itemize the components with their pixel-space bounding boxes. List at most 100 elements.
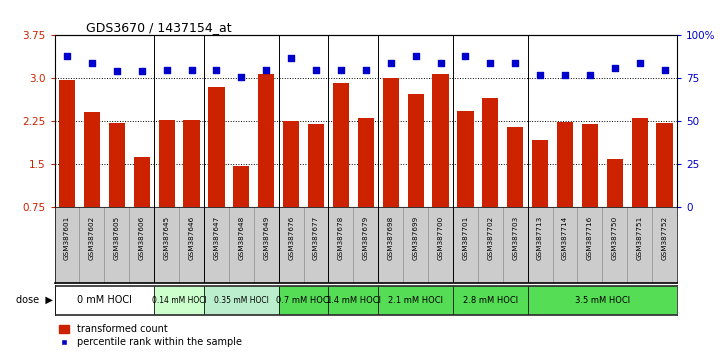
Point bbox=[609, 65, 620, 71]
Bar bbox=[557, 122, 573, 207]
FancyBboxPatch shape bbox=[428, 207, 453, 283]
FancyBboxPatch shape bbox=[328, 207, 353, 283]
Text: GSM387702: GSM387702 bbox=[487, 216, 494, 261]
FancyBboxPatch shape bbox=[403, 207, 428, 283]
FancyBboxPatch shape bbox=[577, 207, 602, 283]
Point bbox=[385, 60, 397, 66]
FancyBboxPatch shape bbox=[453, 207, 478, 283]
Bar bbox=[84, 112, 100, 207]
Bar bbox=[606, 159, 623, 207]
FancyBboxPatch shape bbox=[154, 286, 204, 314]
FancyBboxPatch shape bbox=[154, 207, 179, 283]
FancyBboxPatch shape bbox=[279, 207, 304, 283]
Text: dose  ▶: dose ▶ bbox=[17, 295, 53, 305]
FancyBboxPatch shape bbox=[55, 286, 154, 314]
Point bbox=[161, 67, 173, 73]
Point bbox=[435, 60, 446, 66]
Text: GSM387750: GSM387750 bbox=[612, 216, 618, 261]
Text: GSM387649: GSM387649 bbox=[264, 216, 269, 261]
Point bbox=[559, 72, 571, 78]
Point bbox=[335, 67, 347, 73]
Point bbox=[261, 67, 272, 73]
Bar bbox=[333, 84, 349, 207]
Text: 0.7 mM HOCl: 0.7 mM HOCl bbox=[276, 296, 331, 304]
FancyBboxPatch shape bbox=[379, 286, 453, 314]
Text: GSM387752: GSM387752 bbox=[662, 216, 668, 261]
Bar bbox=[408, 94, 424, 207]
Text: GSM387677: GSM387677 bbox=[313, 216, 319, 261]
Point bbox=[360, 67, 371, 73]
FancyBboxPatch shape bbox=[528, 207, 553, 283]
Point bbox=[285, 55, 297, 61]
Point bbox=[186, 67, 197, 73]
Point bbox=[459, 53, 471, 59]
Text: GSM387602: GSM387602 bbox=[89, 216, 95, 261]
Bar bbox=[357, 118, 374, 207]
Bar bbox=[632, 118, 648, 207]
FancyBboxPatch shape bbox=[104, 207, 130, 283]
Text: GSM387716: GSM387716 bbox=[587, 216, 593, 261]
Text: GSM387698: GSM387698 bbox=[388, 216, 394, 261]
FancyBboxPatch shape bbox=[602, 207, 628, 283]
FancyBboxPatch shape bbox=[229, 207, 254, 283]
Point bbox=[210, 67, 222, 73]
Point bbox=[659, 67, 670, 73]
FancyBboxPatch shape bbox=[503, 207, 528, 283]
Bar bbox=[283, 121, 299, 207]
Text: 0.14 mM HOCl: 0.14 mM HOCl bbox=[151, 296, 207, 304]
Bar bbox=[108, 123, 125, 207]
Text: GSM387676: GSM387676 bbox=[288, 216, 294, 261]
Text: GSM387699: GSM387699 bbox=[413, 216, 419, 261]
Point bbox=[61, 53, 73, 59]
Bar bbox=[134, 157, 150, 207]
Point bbox=[485, 60, 496, 66]
Point bbox=[634, 60, 646, 66]
Text: GSM387678: GSM387678 bbox=[338, 216, 344, 261]
Text: GSM387646: GSM387646 bbox=[189, 216, 194, 261]
Bar bbox=[582, 124, 598, 207]
Point bbox=[111, 69, 122, 74]
FancyBboxPatch shape bbox=[179, 207, 204, 283]
Text: 1.4 mM HOCl: 1.4 mM HOCl bbox=[326, 296, 381, 304]
Bar bbox=[482, 98, 499, 207]
FancyBboxPatch shape bbox=[628, 207, 652, 283]
FancyBboxPatch shape bbox=[453, 286, 528, 314]
Text: GSM387648: GSM387648 bbox=[238, 216, 245, 261]
Text: GSM387714: GSM387714 bbox=[562, 216, 568, 261]
Text: GSM387647: GSM387647 bbox=[213, 216, 219, 261]
FancyBboxPatch shape bbox=[379, 207, 403, 283]
Point bbox=[136, 69, 148, 74]
FancyBboxPatch shape bbox=[304, 207, 328, 283]
Text: GSM387703: GSM387703 bbox=[513, 216, 518, 261]
FancyBboxPatch shape bbox=[254, 207, 279, 283]
Text: GSM387700: GSM387700 bbox=[438, 216, 443, 261]
Text: GSM387679: GSM387679 bbox=[363, 216, 369, 261]
Text: GSM387606: GSM387606 bbox=[139, 216, 145, 261]
Bar bbox=[233, 166, 250, 207]
Text: 0.35 mM HOCl: 0.35 mM HOCl bbox=[214, 296, 269, 304]
Text: 2.1 mM HOCl: 2.1 mM HOCl bbox=[388, 296, 443, 304]
Legend: transformed count, percentile rank within the sample: transformed count, percentile rank withi… bbox=[60, 325, 242, 347]
FancyBboxPatch shape bbox=[528, 286, 677, 314]
Text: GDS3670 / 1437154_at: GDS3670 / 1437154_at bbox=[86, 21, 232, 34]
Text: GSM387605: GSM387605 bbox=[114, 216, 120, 261]
FancyBboxPatch shape bbox=[328, 286, 379, 314]
Text: GSM387645: GSM387645 bbox=[164, 216, 170, 261]
Text: GSM387713: GSM387713 bbox=[537, 216, 543, 261]
Bar bbox=[457, 111, 473, 207]
FancyBboxPatch shape bbox=[353, 207, 379, 283]
Point bbox=[510, 60, 521, 66]
Bar bbox=[383, 78, 399, 207]
FancyBboxPatch shape bbox=[55, 207, 79, 283]
Bar bbox=[258, 74, 274, 207]
Point bbox=[584, 72, 596, 78]
FancyBboxPatch shape bbox=[478, 207, 503, 283]
FancyBboxPatch shape bbox=[652, 207, 677, 283]
Text: GSM387601: GSM387601 bbox=[64, 216, 70, 261]
FancyBboxPatch shape bbox=[130, 207, 154, 283]
Bar bbox=[59, 80, 75, 207]
Text: GSM387751: GSM387751 bbox=[637, 216, 643, 261]
FancyBboxPatch shape bbox=[279, 286, 328, 314]
FancyBboxPatch shape bbox=[79, 207, 104, 283]
Text: GSM387701: GSM387701 bbox=[462, 216, 468, 261]
